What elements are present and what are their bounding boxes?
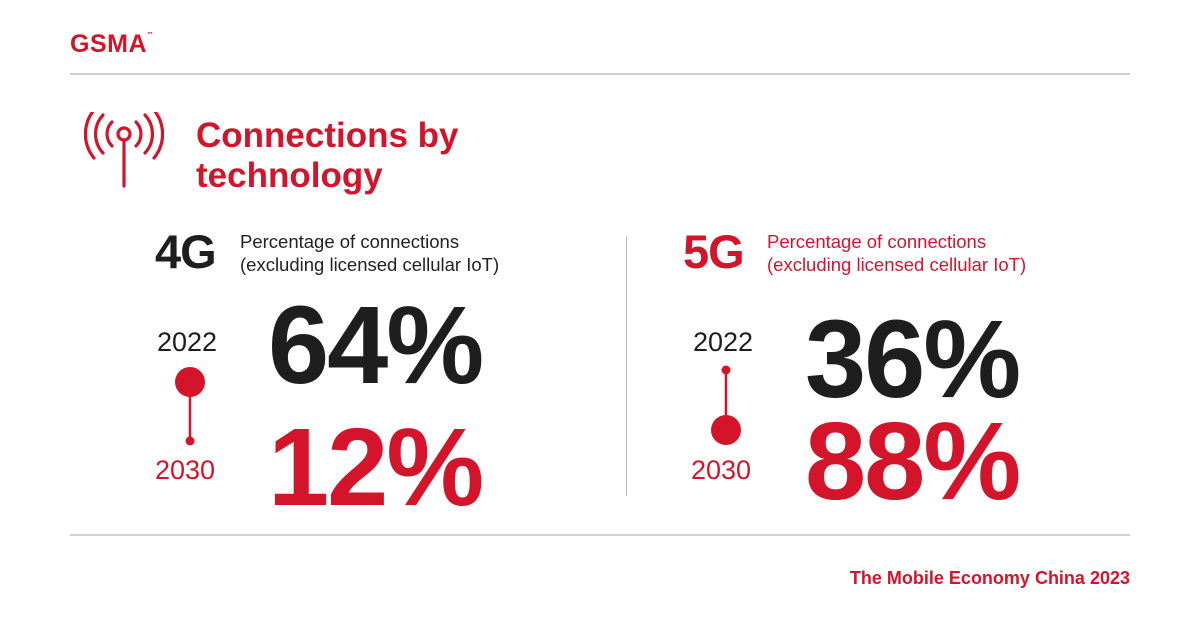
value-end-4g: 12% (268, 406, 484, 529)
footer-divider (70, 534, 1130, 536)
year-start-5g: 2022 (693, 327, 754, 357)
value-start-4g: 64% (268, 284, 484, 407)
subtitle-5g: Percentage of connections (excluding lic… (767, 231, 1027, 275)
value-start-5g: 36% (805, 298, 1021, 421)
header-divider (70, 73, 1130, 75)
year-end-5g: 2030 (691, 455, 752, 485)
timeline-marker-5g (711, 365, 741, 445)
panel-divider (626, 236, 627, 496)
year-start-4g: 2022 (157, 327, 218, 357)
timeline-marker-4g (175, 367, 205, 446)
value-end-5g: 88% (805, 400, 1021, 523)
year-end-4g: 2030 (155, 455, 216, 485)
tech-label-4g: 4G (155, 225, 217, 278)
antenna-signal-icon (84, 112, 164, 188)
footer-source: The Mobile Economy China 2023 (849, 568, 1130, 588)
gsma-logo: GSMA™ (70, 30, 154, 58)
tech-label-5g: 5G (683, 225, 745, 278)
page-title: Connections by technology (196, 116, 459, 195)
subtitle-4g: Percentage of connections (excluding lic… (240, 231, 500, 275)
